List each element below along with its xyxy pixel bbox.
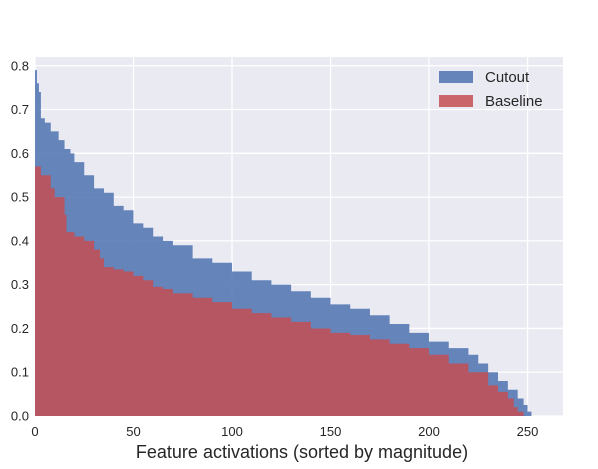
y-tick-label: 0.2 (11, 321, 29, 336)
y-tick-label: 0.5 (11, 190, 29, 205)
y-tick-label: 0.1 (11, 365, 29, 380)
y-tick-label: 0.3 (11, 277, 29, 292)
legend: Cutout Baseline (439, 69, 543, 110)
x-tick-label: 0 (31, 424, 38, 439)
series-area-baseline (35, 166, 524, 416)
y-tick-label: 0.6 (11, 146, 29, 161)
x-axis-label: Feature activations (sorted by magnitude… (136, 442, 468, 462)
y-tick-label: 0.7 (11, 102, 29, 117)
x-tick-label: 100 (221, 424, 243, 439)
y-tick-labels: 0.0 0.1 0.2 0.3 0.4 0.5 0.6 0.7 0.8 (11, 58, 29, 423)
x-tick-labels: 0 50 100 150 200 250 (31, 424, 538, 439)
legend-label: Cutout (485, 69, 530, 86)
legend-label: Baseline (485, 93, 543, 110)
y-tick-label: 0.0 (11, 409, 29, 424)
y-tick-label: 0.4 (11, 233, 29, 248)
x-tick-label: 200 (418, 424, 440, 439)
x-tick-label: 50 (126, 424, 140, 439)
legend-swatch (439, 71, 473, 83)
x-tick-label: 250 (517, 424, 539, 439)
y-tick-label: 0.8 (11, 58, 29, 73)
legend-swatch (439, 95, 473, 107)
series-layer (35, 70, 532, 416)
x-tick-label: 150 (320, 424, 342, 439)
